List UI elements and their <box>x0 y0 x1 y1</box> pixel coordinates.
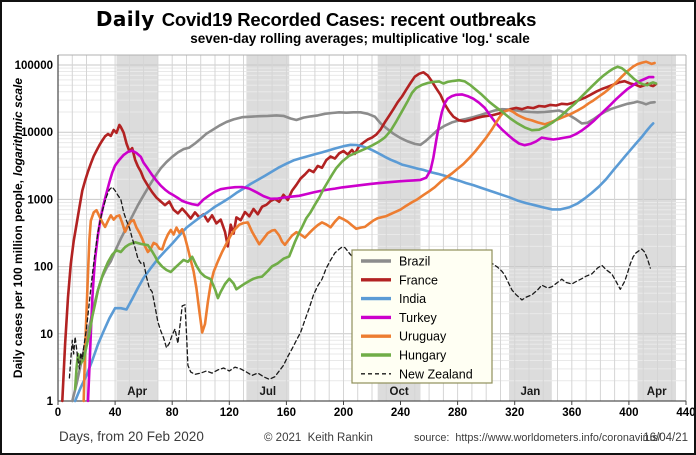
x-tick-label: 40 <box>109 407 122 419</box>
x-tick-label: 400 <box>619 407 638 419</box>
chart-subtitle: seven-day rolling averages; multiplicati… <box>190 31 530 46</box>
legend-label-turkey: Turkey <box>399 311 437 325</box>
chart-title: Daily Covid19 Recorded Cases: recent outb… <box>2 7 630 31</box>
month-label: Apr <box>127 386 147 398</box>
x-tick-label: 440 <box>676 407 695 419</box>
series-line-hungary <box>73 65 658 391</box>
source-link-text: source: https://www.worldometers.info/co… <box>414 432 661 444</box>
chart-title-rest: Covid19 Recorded Cases: recent outbreaks <box>161 9 537 30</box>
x-tick-label: 280 <box>448 407 467 419</box>
x-tick-label: 240 <box>391 407 410 419</box>
month-band <box>637 55 676 401</box>
series-line-new-zealand <box>68 186 651 380</box>
month-label: Jan <box>520 386 540 398</box>
series-line-brazil <box>71 100 656 403</box>
copyright-text: © 2021 Keith Rankin <box>264 432 373 444</box>
y-tick-label: 10000 <box>21 127 53 139</box>
y-tick-label: 100 <box>34 262 53 274</box>
y-tick-label: 1000 <box>27 194 53 206</box>
series-line-turkey <box>86 75 655 403</box>
y-tick-label: 100000 <box>15 60 53 72</box>
legend-label-uruguay: Uruguay <box>399 330 447 344</box>
chart-title-emphasis: Daily <box>95 7 155 31</box>
x-axis-note: Days, from 20 Feb 2020 <box>59 429 204 444</box>
month-label: Apr <box>647 386 667 398</box>
month-label: Oct <box>390 386 409 398</box>
series-line-france <box>60 71 658 403</box>
y-tick-label: 1 <box>47 396 54 408</box>
x-tick-label: 160 <box>277 407 296 419</box>
legend-label-new-zealand: New Zealand <box>399 367 473 381</box>
x-tick-label: 360 <box>562 407 581 419</box>
legend-label-brazil: Brazil <box>399 255 430 269</box>
legend-label-hungary: Hungary <box>399 349 447 363</box>
series-line-uruguay <box>82 60 656 403</box>
month-band <box>246 55 290 401</box>
x-tick-label: 120 <box>220 407 239 419</box>
x-tick-label: 80 <box>166 407 179 419</box>
x-tick-label: 320 <box>505 407 524 419</box>
y-tick-label: 10 <box>40 329 53 341</box>
legend-label-france: France <box>399 273 438 287</box>
series-line-india <box>73 122 655 403</box>
month-label: Jul <box>259 386 276 398</box>
chart-date: 16/04/21 <box>643 432 688 444</box>
x-tick-label: 200 <box>334 407 353 419</box>
legend-label-india: India <box>399 292 426 306</box>
x-tick-label: 0 <box>55 407 61 419</box>
